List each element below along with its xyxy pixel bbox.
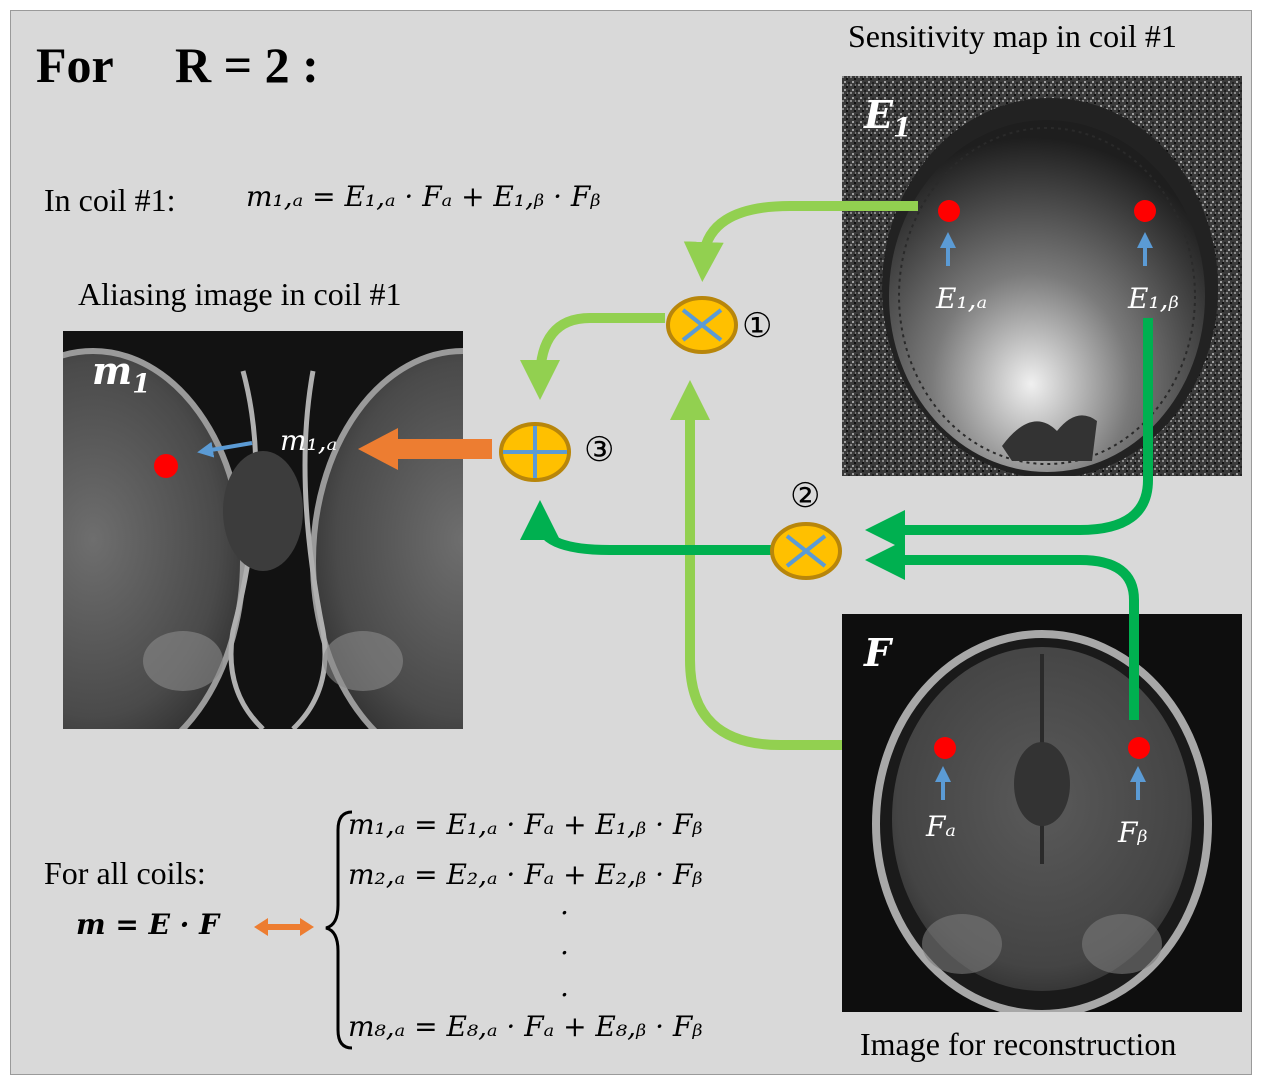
- op2-number: ②: [790, 476, 821, 516]
- system-equation-8: m₈,ₐ = E₈,ₐ · Fₐ + E₈,ᵦ · Fᵦ: [348, 1010, 703, 1043]
- title-prefix: For: [36, 37, 114, 93]
- E1-title: E1: [864, 92, 912, 144]
- m1-title: m1: [92, 348, 151, 400]
- ellipsis-dot-1: .: [560, 888, 569, 921]
- arrow-op1-to-op3: [520, 313, 665, 400]
- coil1-label: In coil #1:: [44, 182, 176, 218]
- arrow-op3-to-m1-head: [358, 428, 398, 470]
- sensitivity-map-image: [842, 76, 1242, 476]
- Fa-point: [934, 737, 956, 759]
- m1a-point: [154, 454, 178, 478]
- reconstruction-image: [842, 614, 1242, 1012]
- F-title: F: [864, 630, 891, 675]
- ellipsis-dot-2: .: [560, 928, 569, 961]
- op3-number: ③: [584, 430, 615, 470]
- op1-number: ①: [742, 306, 773, 346]
- arrow-E1a-to-op1: [683, 201, 918, 282]
- op3-add-node: [499, 422, 571, 482]
- E1a-label: E₁,ₐ: [936, 282, 988, 315]
- system-equation-2: m₂,ₐ = E₂,ₐ · Fₐ + E₂,ᵦ · Fᵦ: [348, 858, 703, 891]
- op1-multiply-node: [666, 296, 738, 354]
- coil1-equation: m₁,ₐ = E₁,ₐ · Fₐ + E₁,ᵦ · Fᵦ: [246, 180, 601, 213]
- title-ratio: R = 2 :: [175, 37, 319, 93]
- arrow-op2-to-op3: [520, 500, 772, 555]
- reconstruction-label: Image for reconstruction: [860, 1026, 1177, 1062]
- Fb-point: [1128, 737, 1150, 759]
- E1b-label: E₁,ᵦ: [1128, 282, 1179, 315]
- all-coils-label: For all coils:: [44, 855, 206, 891]
- matrix-equation: m = E · F: [76, 908, 220, 941]
- arrow-Fa-to-op1: [670, 380, 842, 750]
- system-equation-1: m₁,ₐ = E₁,ₐ · Fₐ + E₁,ᵦ · Fᵦ: [348, 808, 703, 841]
- op2-multiply-node: [770, 522, 842, 580]
- equation-brace: [325, 810, 353, 1050]
- arrow-Fb-to-op2: [865, 540, 1139, 720]
- Fa-label: Fₐ: [926, 810, 956, 843]
- Fb-label: Fᵦ: [1118, 816, 1148, 849]
- sensitivity-map-label: Sensitivity map in coil #1: [848, 18, 1177, 54]
- aliasing-image-label: Aliasing image in coil #1: [78, 276, 402, 312]
- m1a-pointer: [197, 441, 253, 458]
- arrow-E1b-to-op2: [865, 318, 1153, 550]
- E1a-point: [938, 200, 960, 222]
- ellipsis-dot-3: .: [560, 970, 569, 1003]
- m1a-label: m₁,ₐ: [280, 424, 338, 457]
- E1b-point: [1134, 200, 1156, 222]
